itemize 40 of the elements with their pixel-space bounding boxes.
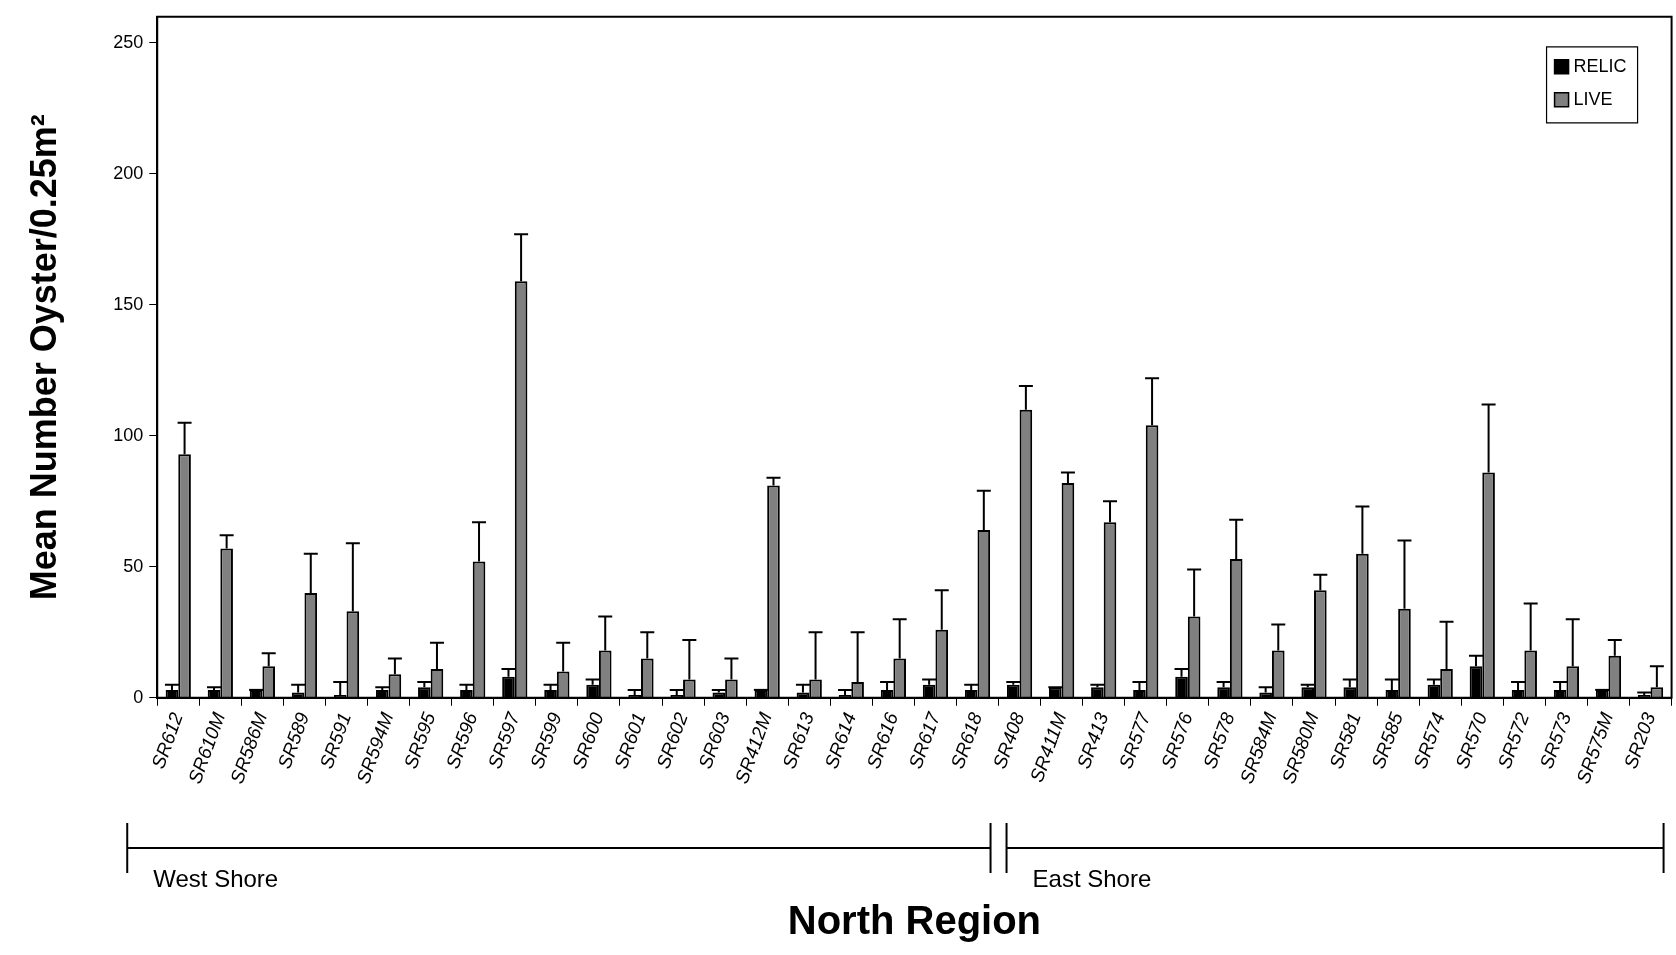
x-tick-label: SR617 bbox=[904, 708, 945, 772]
x-tick-label: SR408 bbox=[988, 709, 1029, 772]
text: West Shore bbox=[153, 864, 279, 892]
x-tick-label: SR616 bbox=[862, 709, 903, 772]
x-tick-label: SR591 bbox=[315, 709, 356, 772]
y-tick-label: 150 bbox=[113, 293, 144, 314]
x-tick-label: SR603 bbox=[694, 709, 734, 772]
x-tick-label: SR599 bbox=[525, 709, 566, 772]
x-tick-label: SR570 bbox=[1451, 709, 1492, 772]
y-tick-label: 50 bbox=[123, 555, 144, 576]
x-tick-label: SR576 bbox=[1156, 709, 1197, 772]
x-tick-label: SR574 bbox=[1409, 709, 1449, 772]
x-tick-label: SR596 bbox=[441, 709, 482, 772]
y-axis-title: Mean Number Oyster/0.25m² bbox=[22, 114, 64, 601]
y-tick-label: 250 bbox=[113, 31, 144, 52]
x-tick-label: SR595 bbox=[399, 709, 440, 772]
x-tick-label: SR581 bbox=[1325, 709, 1365, 772]
x-tick-label: SR612 bbox=[147, 709, 188, 772]
x-tick-label: SR573 bbox=[1535, 709, 1576, 772]
legend-label: LIVE bbox=[1573, 88, 1613, 109]
x-tick-label: SR585 bbox=[1367, 709, 1408, 772]
legend-label: RELIC bbox=[1573, 55, 1627, 76]
y-tick-label: 200 bbox=[113, 162, 144, 183]
x-tick-label: SR203 bbox=[1619, 709, 1660, 772]
x-tick-label: SR618 bbox=[946, 709, 987, 772]
x-tick-label: SR600 bbox=[568, 709, 608, 772]
x-tick-label: SR577 bbox=[1114, 708, 1155, 772]
text: East Shore bbox=[1032, 864, 1152, 892]
x-tick-label: SR589 bbox=[273, 709, 314, 772]
x-axis-title: North Region bbox=[787, 898, 1042, 943]
y-tick-label: 0 bbox=[133, 686, 144, 707]
x-tick-label: SR578 bbox=[1199, 709, 1239, 772]
y-tick-label: 100 bbox=[113, 424, 144, 445]
x-tick-label: SR602 bbox=[652, 709, 692, 772]
x-tick-label: SR614 bbox=[820, 709, 861, 772]
x-tick-label: SR601 bbox=[610, 709, 650, 772]
x-tick-label: SR613 bbox=[778, 709, 819, 772]
x-tick-label: SR413 bbox=[1072, 709, 1113, 772]
x-tick-label: SR597 bbox=[483, 708, 524, 772]
x-tick-label: SR572 bbox=[1493, 709, 1534, 772]
